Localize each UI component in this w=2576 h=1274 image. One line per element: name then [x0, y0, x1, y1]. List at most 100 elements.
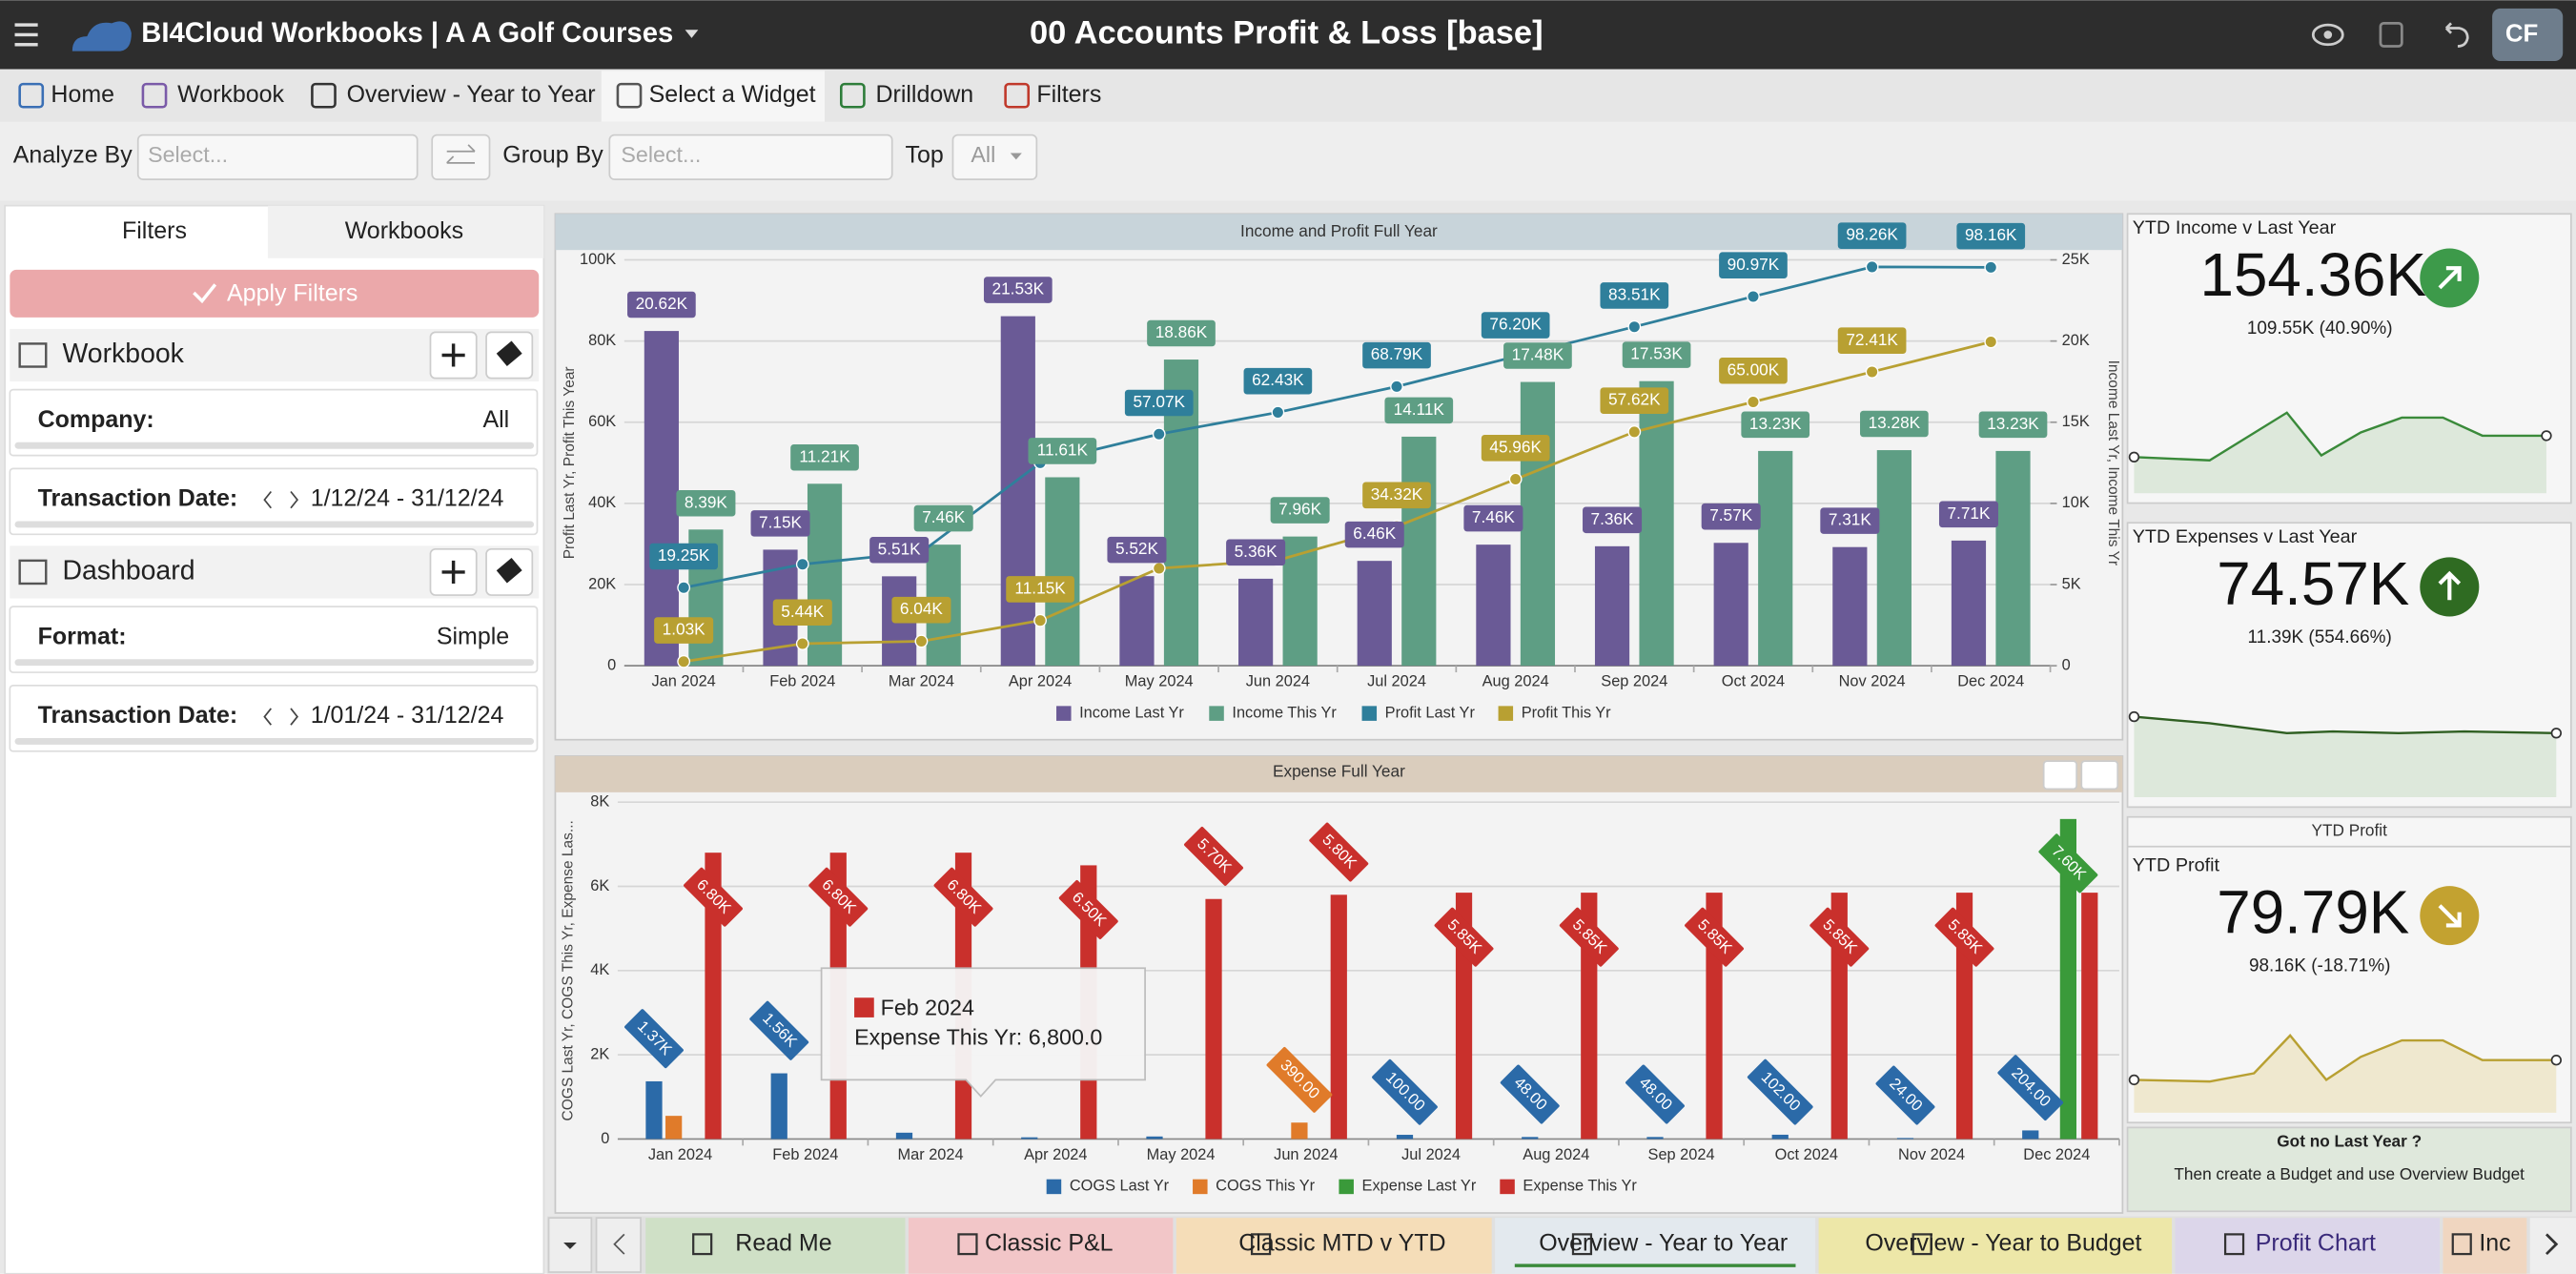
kpi-header: YTD Profit [2311, 821, 2387, 840]
save-button[interactable] [2379, 22, 2403, 48]
data-label-box [1747, 1058, 1813, 1125]
apply-icon [193, 283, 217, 304]
chart-title: Income and Profit Full Year [1240, 221, 1438, 240]
toolbar-item[interactable]: Filters [1036, 81, 1101, 108]
sheet-tab-icon [2223, 1233, 2245, 1256]
legend-label[interactable]: Profit Last Yr [1385, 704, 1476, 721]
expand-button[interactable] [2042, 760, 2078, 791]
data-label-box [1481, 435, 1550, 462]
data-label-box [1956, 222, 2026, 250]
sparkline-end [2550, 1055, 2563, 1066]
sheet-tab[interactable] [2175, 1218, 2440, 1274]
data-label-box [772, 599, 832, 627]
legend-label[interactable]: Income Last Yr [1079, 704, 1184, 721]
sidebar-tab[interactable]: Filters [122, 217, 187, 244]
x-tick-label: May 2024 [1147, 1146, 1216, 1163]
sheet-tab[interactable] [1176, 1218, 1492, 1274]
data-label: 5.52K [1115, 539, 1159, 558]
bar [1951, 540, 1987, 667]
data-label-box [1741, 411, 1810, 439]
data-label-box [1860, 410, 1929, 438]
filter-row[interactable] [9, 388, 539, 457]
data-label: 14.11K [1394, 400, 1445, 419]
swap-button[interactable] [431, 134, 491, 180]
filter-row[interactable] [9, 606, 539, 673]
legend-swatch [1498, 706, 1514, 721]
note-panel [2126, 1126, 2572, 1213]
toolbar-item[interactable]: Select a Widget [649, 81, 816, 108]
legend-label[interactable]: COGS Last Yr [1070, 1178, 1170, 1195]
sheet-tab[interactable] [645, 1218, 906, 1274]
data-label: 19.25K [658, 545, 710, 565]
data-label: 57.07K [1133, 392, 1185, 411]
app-dropdown[interactable] [685, 30, 699, 38]
clear-icon [496, 340, 522, 366]
data-label: 17.53K [1630, 344, 1683, 363]
bar [2081, 893, 2098, 1140]
data-label-box [1701, 503, 1761, 530]
top-select[interactable] [951, 134, 1038, 180]
sheet-tab-label[interactable]: Read Me [735, 1229, 831, 1256]
sheet-tab-label[interactable]: Classic MTD v YTD [1238, 1229, 1445, 1256]
data-label: 83.51K [1608, 285, 1661, 304]
sheet-tab-label[interactable]: Inc [2479, 1229, 2510, 1256]
sheet-tab[interactable] [2443, 1218, 2527, 1274]
legend-label[interactable]: Profit This Yr [1522, 704, 1611, 721]
data-label: 7.71K [1947, 503, 1991, 523]
legend-label[interactable]: COGS This Yr [1216, 1178, 1315, 1195]
tooltip-text: Expense This Yr: 6,800.0 [854, 1024, 1102, 1049]
bar [1832, 546, 1868, 667]
menu-button[interactable] [14, 23, 38, 47]
more-button[interactable] [2080, 760, 2119, 791]
toolbar-item[interactable]: Overview - Year to Year [347, 81, 596, 108]
apply-label: Apply Filters [227, 279, 358, 306]
sidebar-tab[interactable]: Workbooks [345, 217, 463, 244]
bar [644, 331, 679, 667]
sparkline-end [2128, 710, 2140, 723]
bar [1000, 316, 1035, 667]
tabs-prev[interactable] [595, 1217, 642, 1273]
apply-button[interactable] [10, 269, 540, 318]
filter-row[interactable] [9, 684, 539, 752]
sheet-tab-label[interactable]: Overview - Year to Year [1539, 1229, 1788, 1256]
sheet-tab-label[interactable]: Classic P&L [985, 1229, 1114, 1256]
line-point [1984, 335, 1998, 349]
bar [1522, 1137, 1539, 1140]
date-arrows[interactable] [263, 490, 299, 509]
sparkline [2134, 1034, 2557, 1083]
line-point [1984, 260, 1998, 275]
legend-label[interactable]: Expense This Yr [1523, 1178, 1637, 1195]
toolbar-item[interactable]: Drilldown [875, 81, 973, 108]
legend-label[interactable]: Income This Yr [1232, 704, 1337, 721]
sheet-tab-label[interactable]: Profit Chart [2256, 1229, 2376, 1256]
sheet-tab[interactable] [1818, 1218, 2173, 1274]
toolbar-item[interactable]: Workbook [177, 81, 284, 108]
toolbar-item[interactable]: Home [51, 81, 114, 108]
user-button[interactable] [2492, 8, 2564, 62]
undo-button[interactable] [2444, 22, 2469, 48]
line-point [795, 637, 809, 650]
group-select[interactable] [608, 134, 893, 180]
bar [2059, 818, 2076, 1140]
data-label: 18.86K [1155, 322, 1208, 341]
data-label: 62.43K [1252, 370, 1304, 389]
data-label-box [1719, 357, 1788, 384]
y-tick-label: 20K [588, 575, 616, 592]
kpi-title: YTD Income v Last Year [2133, 217, 2337, 238]
toolbar-icon [1004, 82, 1031, 109]
sheet-tab-label[interactable]: Overview - Year to Budget [1865, 1229, 2141, 1256]
data-label-box [684, 867, 743, 927]
sidebar-tab-inactive[interactable] [267, 205, 544, 258]
view-button[interactable] [2311, 23, 2344, 47]
x-tick-label: Jun 2024 [1246, 673, 1310, 690]
legend-label[interactable]: Expense Last Yr [1362, 1178, 1477, 1195]
date-arrows[interactable] [263, 708, 299, 726]
sheet-tab[interactable] [908, 1218, 1174, 1274]
top-dropdown [1010, 153, 1022, 160]
filter-row[interactable] [9, 467, 539, 536]
bar [1713, 543, 1748, 667]
filter-underline [14, 521, 535, 528]
analyze-select[interactable] [136, 134, 419, 180]
y-tick-label: 40K [588, 494, 616, 511]
